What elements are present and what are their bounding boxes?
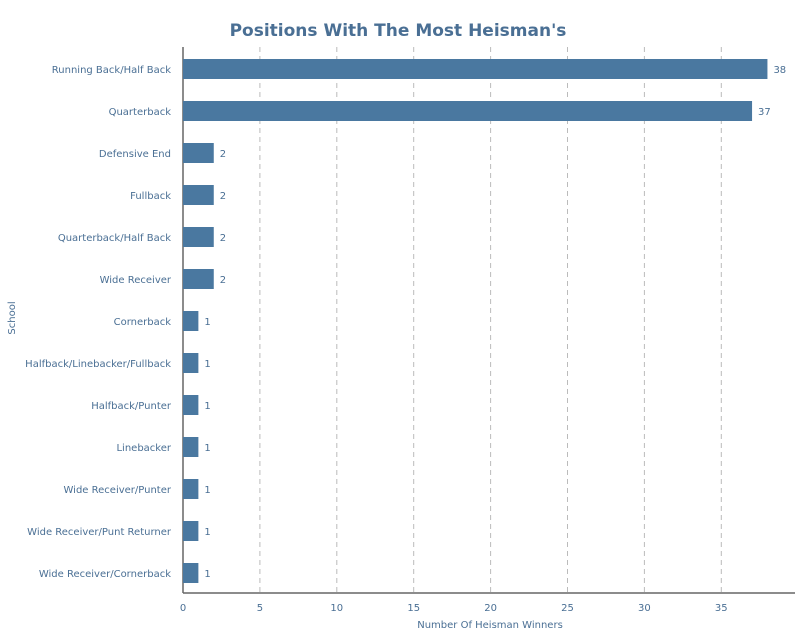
- data-label: 1: [204, 359, 210, 370]
- data-label: 1: [204, 485, 210, 496]
- data-label: 38: [773, 65, 786, 76]
- bar: [183, 227, 214, 247]
- bar: [183, 521, 199, 541]
- data-label: 1: [204, 317, 210, 328]
- data-label: 2: [220, 149, 226, 160]
- x-tick-label: 15: [407, 603, 420, 614]
- x-tick-label: 20: [484, 603, 497, 614]
- y-tick-label: Defensive End: [99, 149, 171, 160]
- x-tick-label: 10: [330, 603, 343, 614]
- bar: [183, 101, 753, 121]
- y-tick-label: Wide Receiver/Cornerback: [39, 569, 171, 580]
- bar: [183, 143, 214, 163]
- x-axis-label: Number Of Heisman Winners: [417, 620, 563, 631]
- x-tick-label: 0: [180, 603, 186, 614]
- y-tick-label: Running Back/Half Back: [52, 65, 171, 76]
- y-tick-label: Wide Receiver/Punt Returner: [27, 527, 172, 538]
- x-tick-label: 5: [257, 603, 263, 614]
- bar: [183, 59, 768, 79]
- x-tick-label: 30: [638, 603, 651, 614]
- y-tick-label: Wide Receiver/Punter: [64, 485, 172, 496]
- bar: [183, 353, 199, 373]
- data-label: 1: [204, 569, 210, 580]
- x-tick-label: 35: [715, 603, 728, 614]
- y-tick-label: Wide Receiver: [100, 275, 172, 286]
- bar: [183, 185, 214, 205]
- data-label: 1: [204, 527, 210, 538]
- bar: [183, 563, 199, 583]
- data-label: 1: [204, 401, 210, 412]
- bar: [183, 479, 199, 499]
- y-tick-label: Halfback/Punter: [91, 401, 172, 412]
- data-label: 2: [220, 275, 226, 286]
- bar: [183, 311, 199, 331]
- bar: [183, 437, 199, 457]
- y-tick-label: Quarterback/Half Back: [58, 233, 171, 244]
- y-tick-label: Linebacker: [116, 443, 171, 454]
- chart-title: Positions With The Most Heisman's: [230, 21, 567, 41]
- bar: [183, 395, 199, 415]
- y-tick-label: Quarterback: [109, 107, 172, 118]
- y-tick-label: Fullback: [130, 191, 171, 202]
- bar: [183, 269, 214, 289]
- y-tick-label: Cornerback: [114, 317, 172, 328]
- y-axis-label: School: [7, 301, 18, 334]
- data-label: 1: [204, 443, 210, 454]
- y-tick-label: Halfback/Linebacker/Fullback: [25, 359, 171, 370]
- data-label: 2: [220, 233, 226, 244]
- data-label: 2: [220, 191, 226, 202]
- data-label: 37: [758, 107, 771, 118]
- x-tick-label: 25: [561, 603, 574, 614]
